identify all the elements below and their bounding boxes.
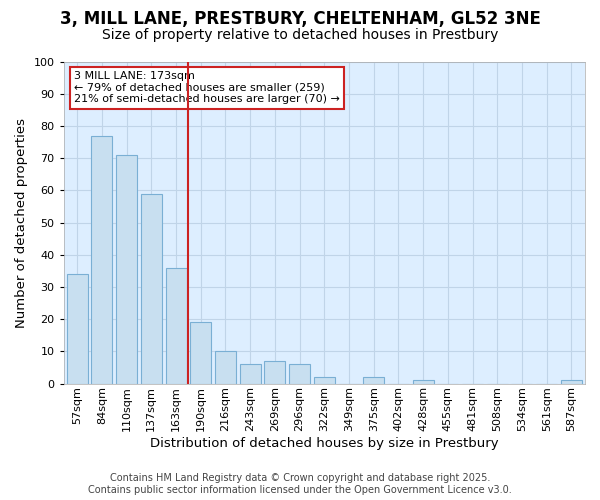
- Text: Size of property relative to detached houses in Prestbury: Size of property relative to detached ho…: [102, 28, 498, 42]
- Bar: [363, 377, 384, 384]
- Bar: [67, 274, 88, 384]
- Bar: [265, 361, 286, 384]
- Bar: [91, 136, 112, 384]
- Bar: [289, 364, 310, 384]
- Bar: [215, 352, 236, 384]
- Bar: [141, 194, 162, 384]
- Bar: [190, 322, 211, 384]
- Bar: [561, 380, 582, 384]
- Y-axis label: Number of detached properties: Number of detached properties: [15, 118, 28, 328]
- Text: Contains HM Land Registry data © Crown copyright and database right 2025.
Contai: Contains HM Land Registry data © Crown c…: [88, 474, 512, 495]
- Bar: [116, 155, 137, 384]
- Bar: [166, 268, 187, 384]
- Bar: [239, 364, 260, 384]
- X-axis label: Distribution of detached houses by size in Prestbury: Distribution of detached houses by size …: [150, 437, 499, 450]
- Bar: [314, 377, 335, 384]
- Text: 3 MILL LANE: 173sqm
← 79% of detached houses are smaller (259)
21% of semi-detac: 3 MILL LANE: 173sqm ← 79% of detached ho…: [74, 71, 340, 104]
- Bar: [413, 380, 434, 384]
- Text: 3, MILL LANE, PRESTBURY, CHELTENHAM, GL52 3NE: 3, MILL LANE, PRESTBURY, CHELTENHAM, GL5…: [59, 10, 541, 28]
